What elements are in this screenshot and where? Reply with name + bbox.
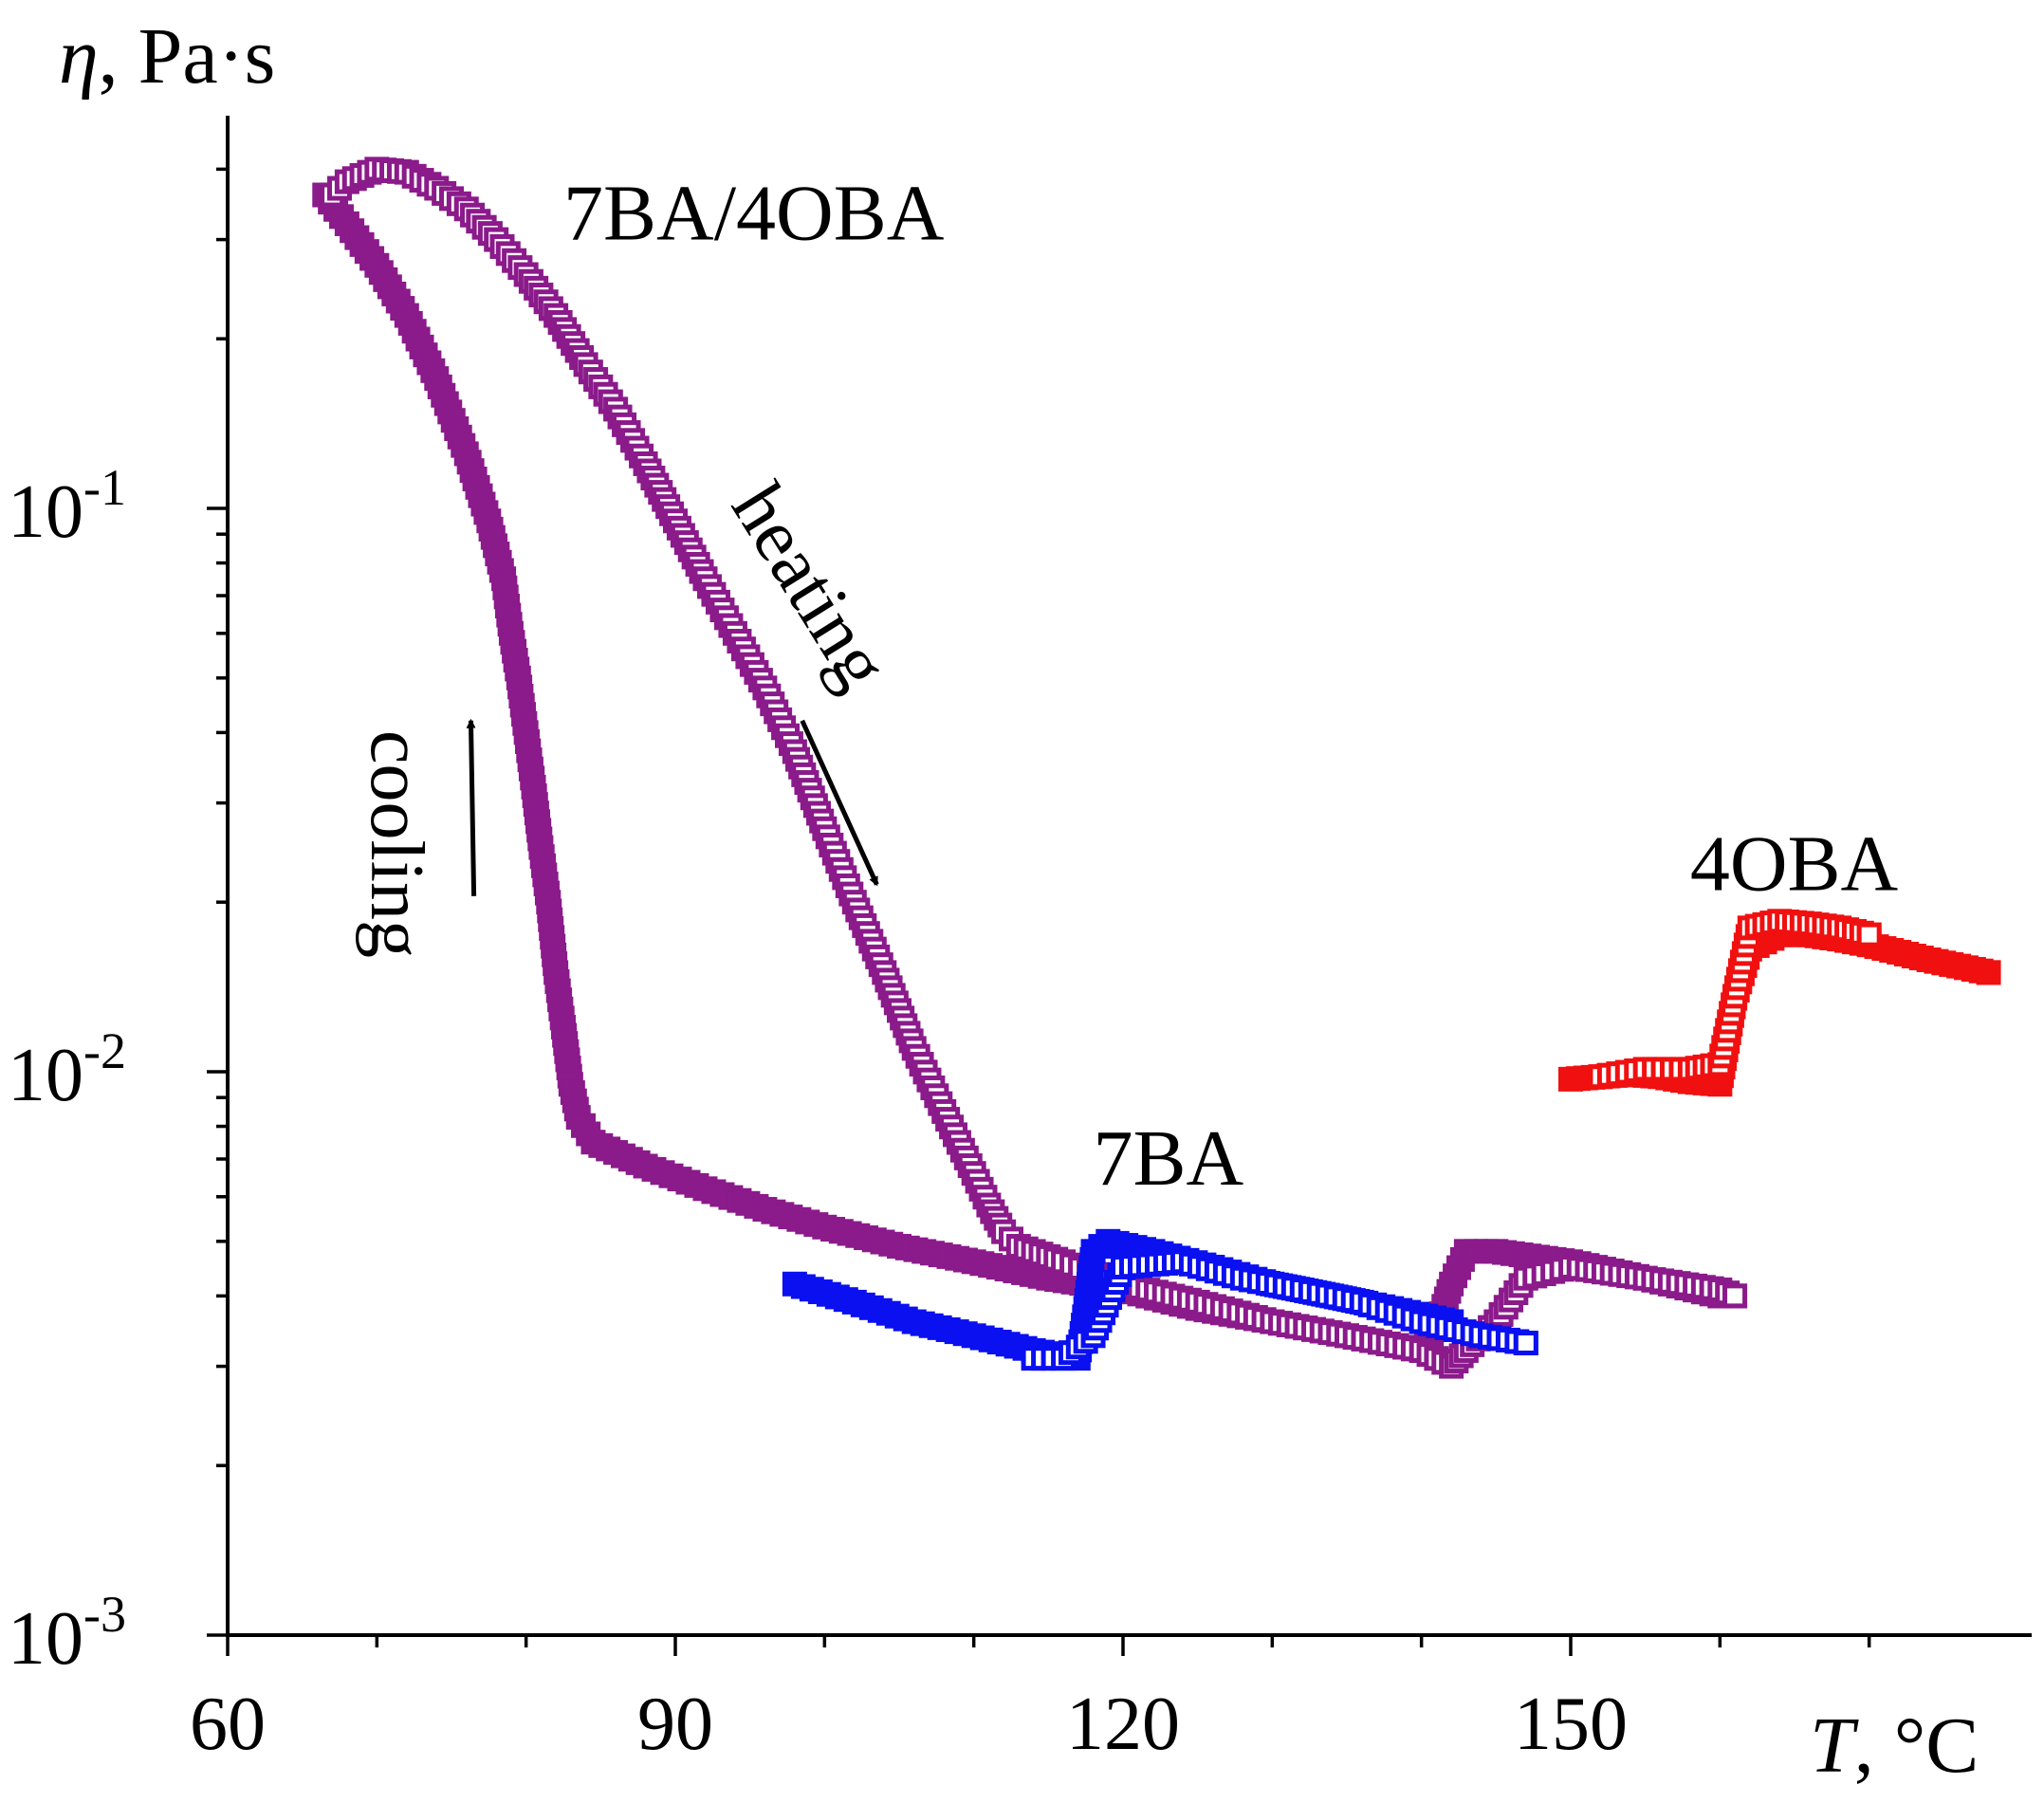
heating-arrow	[800, 719, 879, 887]
cooling-label: cooling	[355, 730, 438, 958]
x-tick-label: 150	[1514, 1683, 1628, 1766]
y-tick-label: 10-2	[8, 1022, 126, 1117]
data-point	[1513, 1331, 1538, 1356]
data-point	[1856, 922, 1882, 947]
data-point	[1722, 1283, 1748, 1309]
x-axis-title: T, °C	[1810, 1702, 1979, 1790]
y-axis-title: η, Pa·s	[59, 12, 275, 101]
x-axis-unit: , °C	[1854, 1702, 1980, 1790]
series-7ba-4oba-cooling	[312, 182, 1733, 1363]
plot-area	[312, 156, 2001, 1379]
y-tick-label: 10-3	[8, 1586, 126, 1681]
y-axis-unit: , Pa·s	[99, 12, 276, 101]
y-tick-exponent: -1	[83, 459, 126, 516]
y-tick-exponent: -2	[83, 1022, 126, 1079]
x-axis-symbol: T	[1810, 1702, 1859, 1790]
y-tick-base: 10	[8, 1597, 83, 1681]
y-tick-base: 10	[8, 470, 83, 554]
y-axis-symbol: η	[59, 12, 99, 101]
y-tick-exponent: -3	[83, 1586, 126, 1643]
label-7ba-4oba-text: 7BA/4OBA	[563, 170, 945, 258]
y-tick-base: 10	[8, 1034, 83, 1117]
cooling-arrow	[466, 718, 477, 896]
label-7ba-text: 7BA	[1094, 1114, 1244, 1203]
series-4oba-heating	[1588, 909, 1882, 1090]
y-tick-label: 10-1	[8, 459, 126, 554]
x-tick-label: 120	[1066, 1683, 1180, 1766]
series-7ba-4oba-heating	[320, 156, 1748, 1379]
x-tick-label: 90	[637, 1683, 713, 1766]
data-point	[1976, 960, 2001, 985]
series-7ba-heating	[1021, 1249, 1538, 1371]
label-4oba-text: 4OBA	[1690, 820, 1899, 909]
x-tick-label: 60	[190, 1683, 266, 1766]
series-layer	[312, 156, 2001, 1379]
